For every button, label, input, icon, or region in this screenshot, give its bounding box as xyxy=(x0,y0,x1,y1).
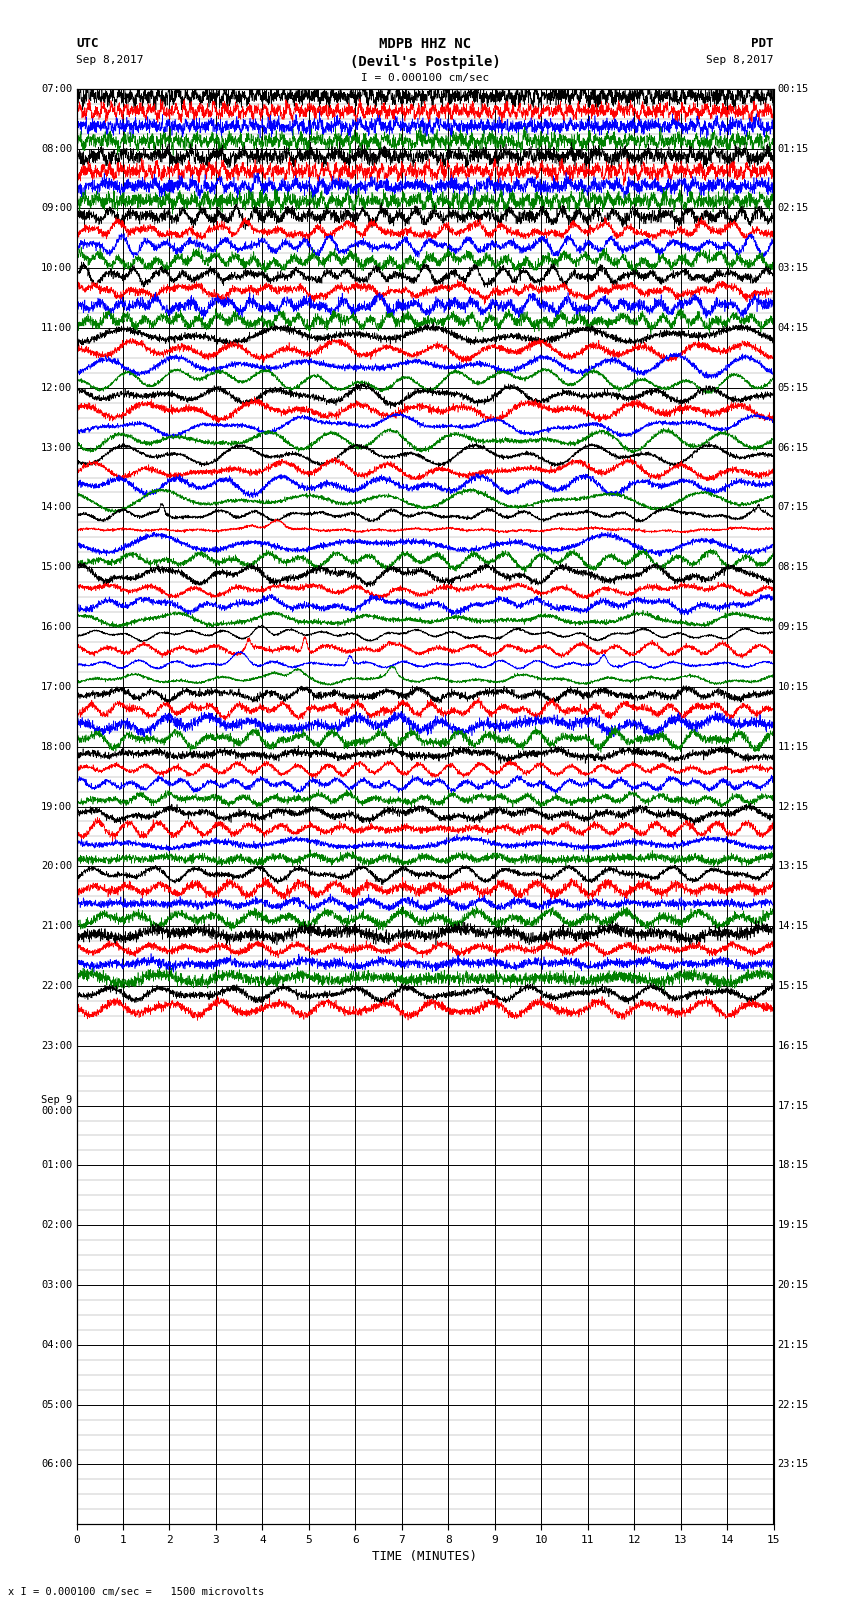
Text: MDPB HHZ NC: MDPB HHZ NC xyxy=(379,37,471,52)
X-axis label: TIME (MINUTES): TIME (MINUTES) xyxy=(372,1550,478,1563)
Text: Sep 8,2017: Sep 8,2017 xyxy=(76,55,144,65)
Text: (Devil's Postpile): (Devil's Postpile) xyxy=(349,55,501,69)
Text: PDT: PDT xyxy=(751,37,774,50)
Text: Sep 8,2017: Sep 8,2017 xyxy=(706,55,774,65)
Text: x I = 0.000100 cm/sec =   1500 microvolts: x I = 0.000100 cm/sec = 1500 microvolts xyxy=(8,1587,264,1597)
Text: UTC: UTC xyxy=(76,37,99,50)
Text: I = 0.000100 cm/sec: I = 0.000100 cm/sec xyxy=(361,73,489,82)
